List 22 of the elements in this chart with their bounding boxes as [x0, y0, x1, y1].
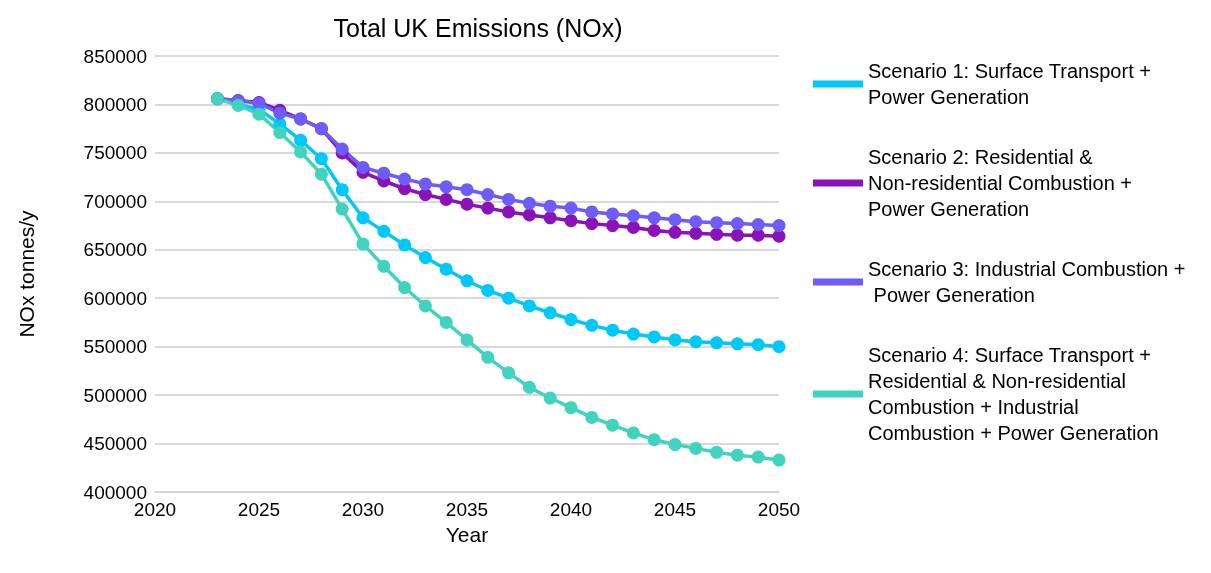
- legend-label: Scenario 2: Residential & Non-residential Combustion + Power Generation: [868, 146, 1138, 220]
- x-tick-label: 2040: [549, 499, 593, 520]
- x-tick-label: 2025: [237, 499, 281, 520]
- y-tick-label: 800000: [83, 93, 147, 115]
- y-tick-label: 550000: [83, 336, 147, 358]
- y-tick-label: 450000: [83, 433, 147, 455]
- y-tick-label: 650000: [83, 239, 147, 261]
- x-tick-label: 2030: [341, 499, 385, 520]
- x-tick-label: 2045: [653, 499, 697, 520]
- y-tick-label: 850000: [83, 45, 147, 67]
- y-tick-label: 750000: [83, 142, 147, 164]
- x-axis-title: Year: [445, 522, 489, 546]
- chart-title: Total UK Emissions (NOx): [333, 13, 623, 42]
- x-tick-label: 2050: [757, 499, 801, 520]
- legend-label: Scenario 4: Surface Transport + Residential & Non-residential Combustion + Industrial Combustion + Power Generation: [868, 344, 1159, 444]
- y-tick-label: 500000: [83, 384, 147, 406]
- x-tick-label: 2035: [445, 499, 489, 520]
- legend-label: Scenario 3: Industrial Combustion + Power Generation: [868, 258, 1186, 306]
- y-axis-title: NOx tonnes/y: [15, 209, 38, 338]
- y-tick-label: 600000: [83, 287, 147, 309]
- y-tick-label: 700000: [83, 190, 147, 212]
- legend-label: Scenario 1: Surface Transport + Power Generation: [868, 60, 1157, 108]
